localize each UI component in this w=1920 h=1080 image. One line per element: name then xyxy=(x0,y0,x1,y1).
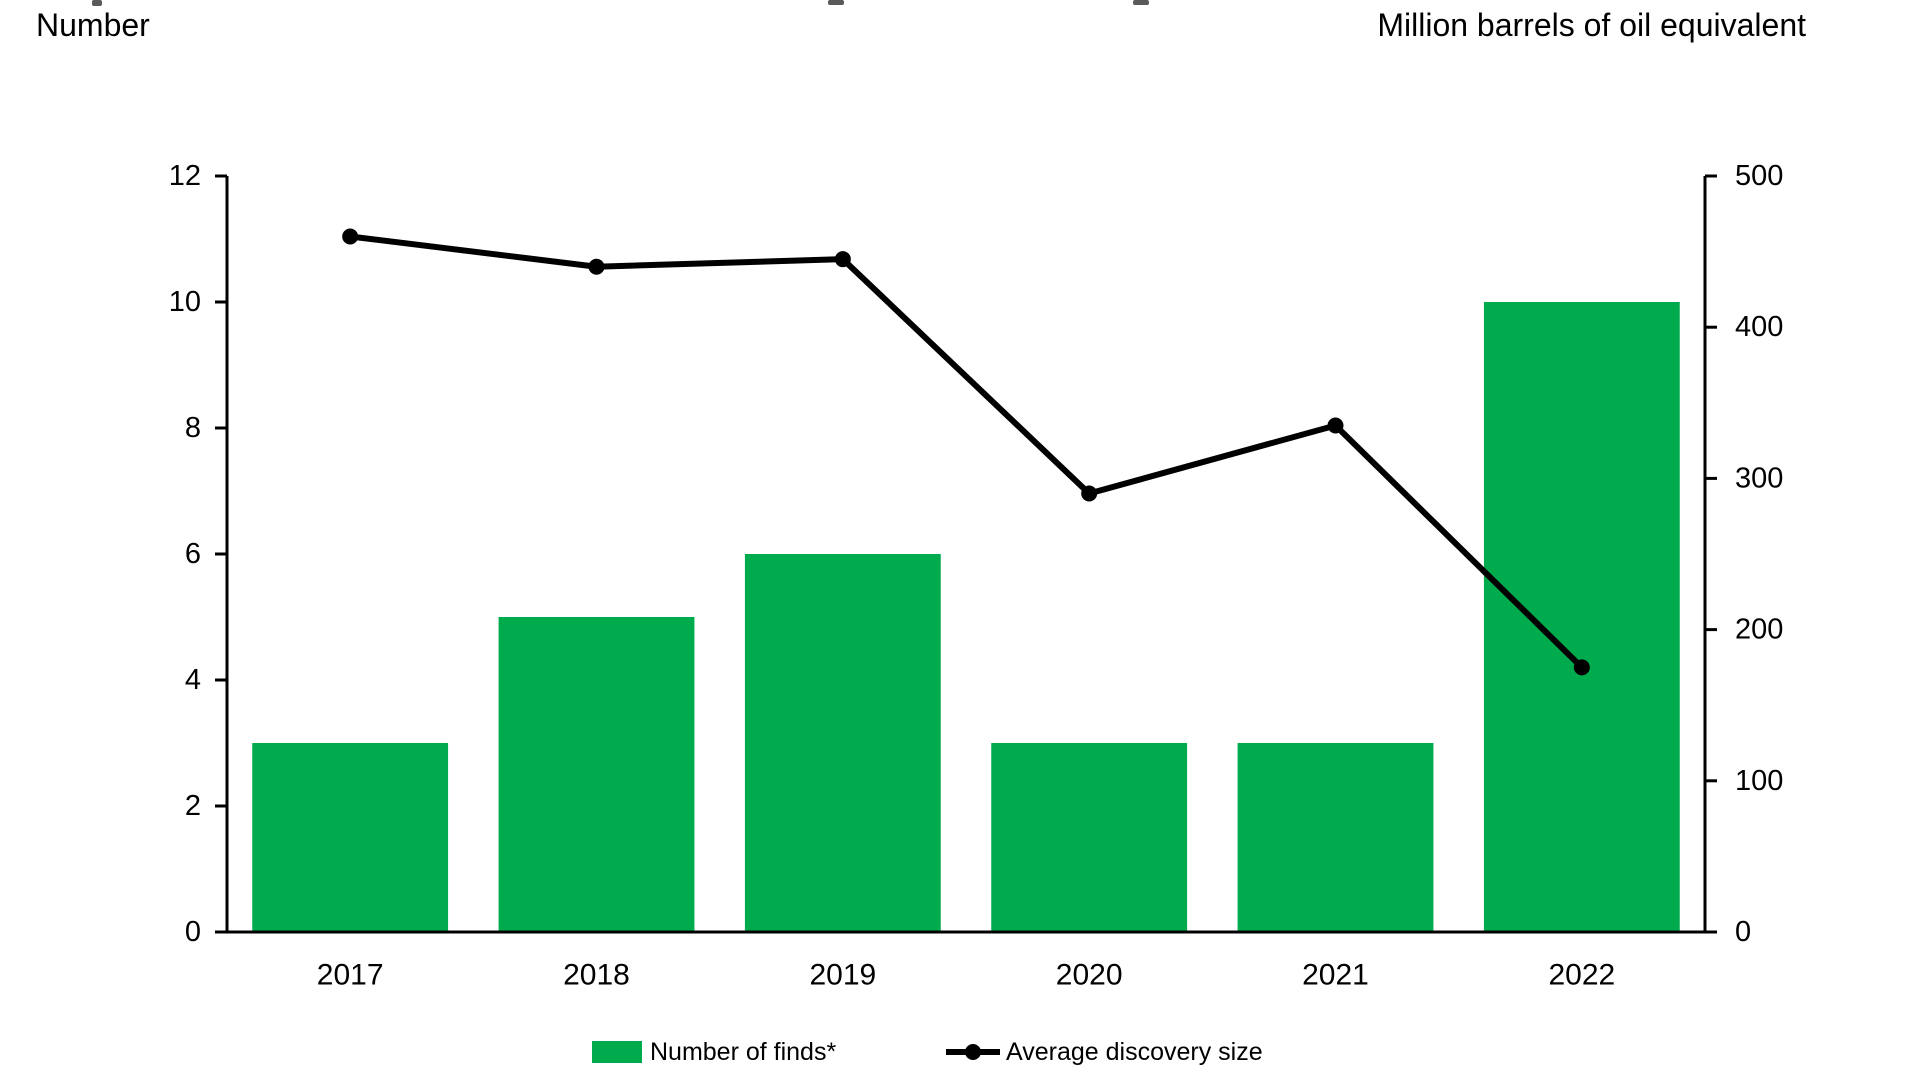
right-tick-label: 100 xyxy=(1735,765,1783,797)
legend-label-line: Average discovery size xyxy=(1006,1038,1263,1066)
bar-2021 xyxy=(1237,743,1434,932)
bar-2019 xyxy=(744,554,941,932)
left-tick-label: 8 xyxy=(185,412,201,444)
left-tick-label: 4 xyxy=(185,664,201,696)
year-label: 2018 xyxy=(563,959,630,992)
marker-2019 xyxy=(834,251,851,268)
right-tick-label: 300 xyxy=(1735,462,1783,494)
year-label: 2019 xyxy=(809,959,876,992)
marker-2017 xyxy=(342,228,359,245)
bar-2022 xyxy=(1483,302,1680,932)
right-tick-label: 400 xyxy=(1735,311,1783,343)
left-tick-label: 6 xyxy=(185,538,201,570)
marker-2022 xyxy=(1573,659,1590,676)
legend-label-bars: Number of finds* xyxy=(650,1038,837,1066)
cropped-title-fragment xyxy=(1133,0,1149,5)
cropped-title-fragment xyxy=(92,0,102,6)
legend-item-bars: Number of finds* xyxy=(592,1038,836,1066)
left-tick-label: 2 xyxy=(185,790,201,822)
bar-2018 xyxy=(498,617,695,932)
line-legend-symbol xyxy=(946,1044,1000,1060)
left-axis-title: Number xyxy=(36,7,150,43)
year-label: 2017 xyxy=(317,959,384,992)
year-label: 2022 xyxy=(1548,959,1615,992)
right-axis-title: Million barrels of oil equivalent xyxy=(1377,7,1806,43)
marker-2020 xyxy=(1081,485,1098,502)
marker-2021 xyxy=(1327,417,1344,434)
left-tick-label: 10 xyxy=(169,286,201,318)
cropped-title-fragment xyxy=(828,0,844,5)
marker-2018 xyxy=(588,258,605,275)
year-label: 2020 xyxy=(1056,959,1123,992)
year-label: 2021 xyxy=(1302,959,1369,992)
bar-legend-swatch xyxy=(592,1041,642,1063)
right-tick-label: 200 xyxy=(1735,614,1783,646)
bar-2020 xyxy=(991,743,1188,932)
right-tick-label: 0 xyxy=(1735,916,1751,948)
bar-2017 xyxy=(252,743,449,932)
right-tick-label: 500 xyxy=(1735,160,1783,192)
average-size-line xyxy=(347,233,1585,671)
left-tick-label: 12 xyxy=(169,160,201,192)
left-tick-label: 0 xyxy=(185,916,201,948)
legend-item-line: Average discovery size xyxy=(944,1038,1263,1066)
